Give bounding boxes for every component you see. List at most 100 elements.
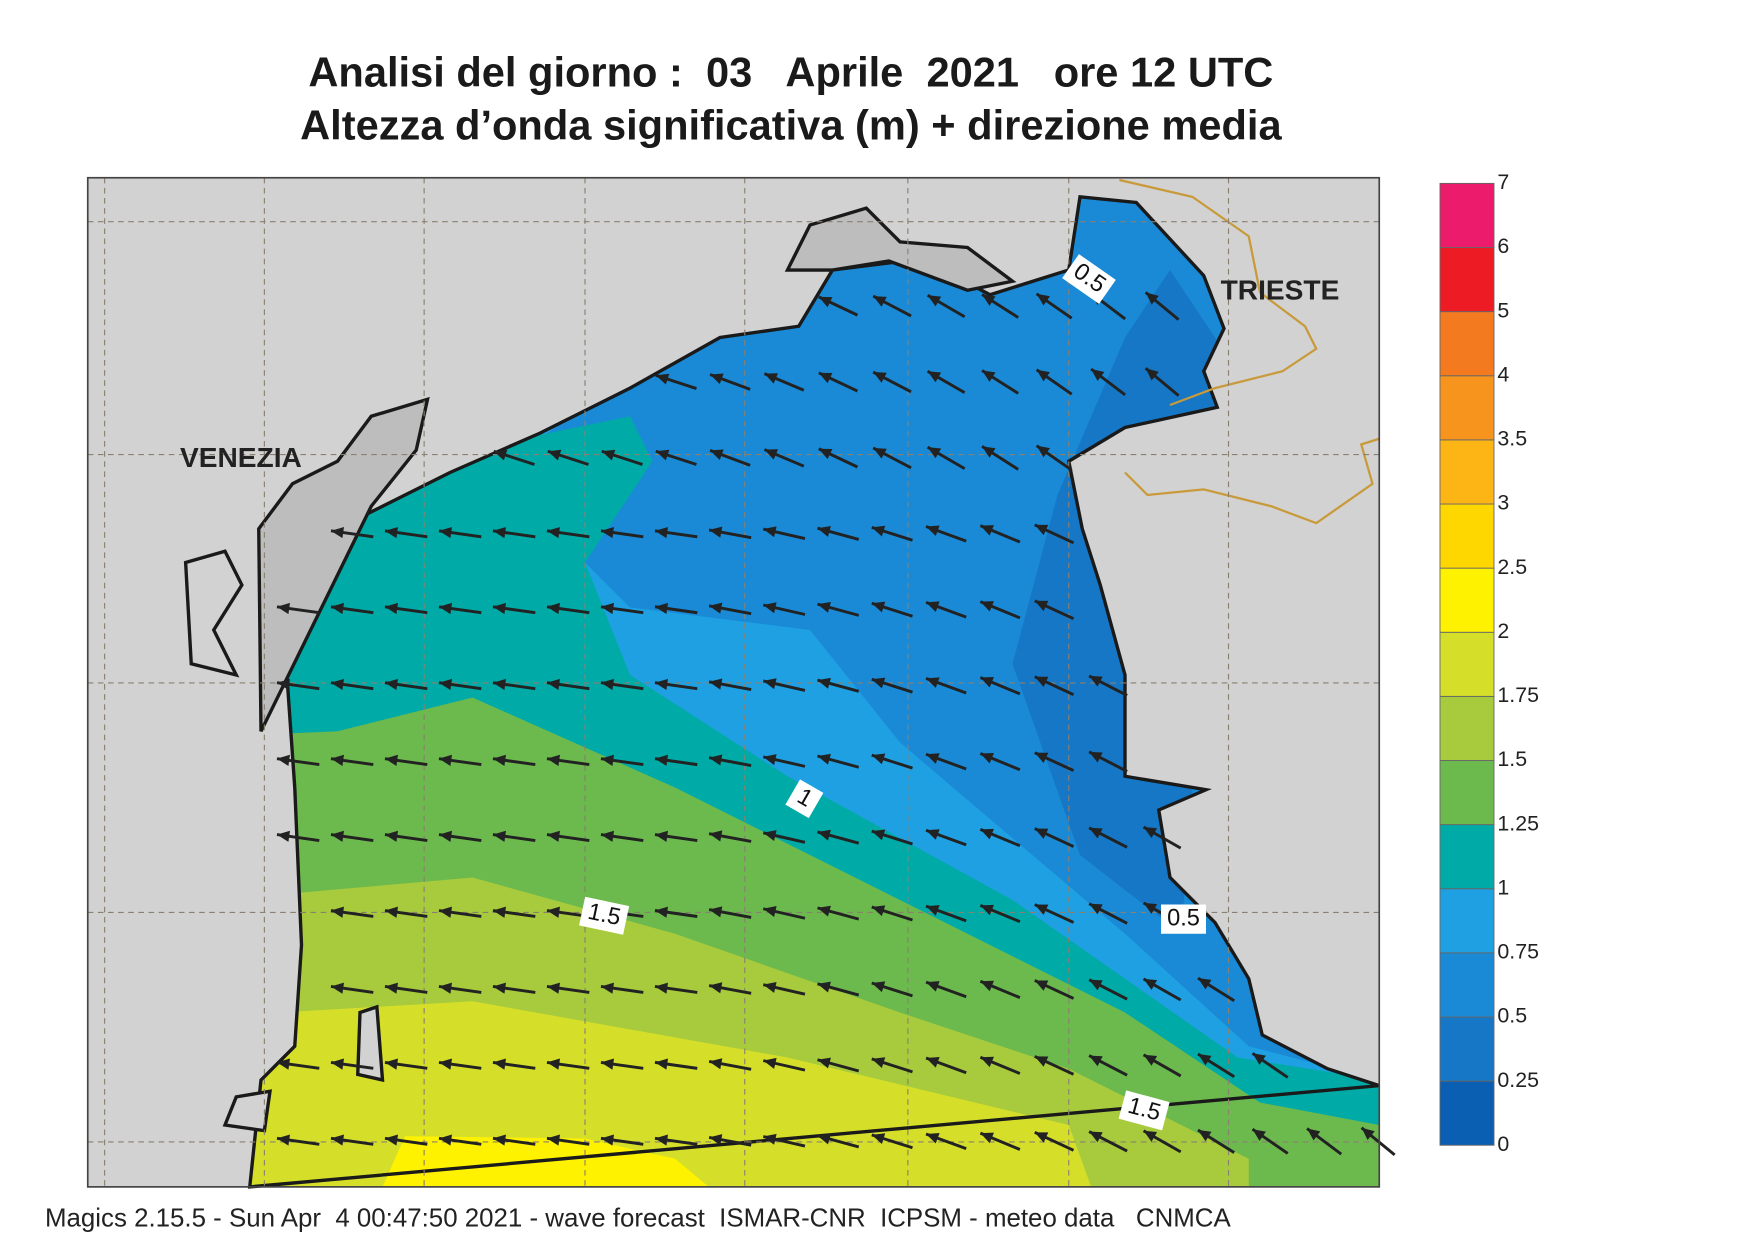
arrow-head: [330, 526, 344, 539]
arrow-head: [438, 830, 452, 842]
map-frame: [86, 176, 1381, 1188]
arrow-head: [871, 829, 886, 841]
arrow: [708, 678, 752, 692]
arrow: [546, 1134, 590, 1146]
arrow-head: [873, 447, 887, 459]
arrow: [600, 678, 644, 691]
title-line: Analisi del giorno : 03 Aprile 2021 ore …: [308, 49, 1273, 96]
arrow-head: [330, 754, 344, 766]
arrow-head: [546, 906, 560, 918]
label-box: [785, 779, 824, 819]
arrow: [1034, 827, 1075, 848]
arrow-head: [709, 830, 723, 842]
arrow-head: [764, 373, 779, 384]
colorbar-segment: [1439, 375, 1495, 441]
arrow-head: [1034, 904, 1049, 915]
arrow: [1142, 825, 1182, 850]
arrow-head: [438, 1058, 452, 1070]
arrow-head: [817, 905, 831, 917]
arrow: [708, 830, 752, 843]
arrow-head: [709, 678, 723, 690]
arrow-head: [1252, 1053, 1266, 1065]
arrow: [1197, 976, 1236, 1003]
arrow: [979, 752, 1021, 772]
arrow-head: [438, 906, 452, 918]
arrow-head: [1034, 676, 1049, 688]
arrow: [979, 524, 1021, 544]
arrow-head: [1034, 524, 1049, 536]
arrow: [276, 678, 320, 691]
arrow-head: [600, 602, 614, 615]
arrow-head: [763, 981, 777, 993]
arrow-head: [330, 982, 344, 994]
arrow: [438, 526, 482, 539]
arrow-head: [871, 1057, 886, 1069]
arrow: [600, 526, 644, 539]
arrow-head: [276, 1058, 290, 1070]
arrow-head: [492, 678, 506, 691]
arrow-head: [1143, 1054, 1158, 1066]
arrow-head: [492, 830, 506, 842]
arrow: [546, 830, 590, 842]
arrow: [1197, 1128, 1236, 1154]
arrows: [276, 291, 1396, 1156]
arrow-head: [384, 830, 398, 842]
arrow: [979, 828, 1021, 848]
arrow-head: [600, 526, 614, 539]
arrow: [871, 677, 913, 694]
arrow-head: [546, 526, 560, 539]
arrow: [654, 1134, 698, 1146]
arrow: [871, 601, 913, 618]
arrow-head: [546, 678, 560, 691]
arrow: [492, 754, 536, 767]
arrow: [276, 602, 320, 615]
arrow-head: [492, 982, 506, 994]
label-box: [1062, 254, 1116, 304]
arrow: [925, 676, 967, 695]
arrow: [708, 602, 752, 616]
arrow-head: [654, 678, 669, 690]
arrow-head: [1198, 1129, 1212, 1142]
arrow-head: [871, 905, 886, 917]
arrow-head: [980, 904, 994, 916]
arrow-head: [1036, 445, 1050, 458]
arrow: [546, 602, 590, 615]
arrow-head: [982, 294, 996, 306]
arrow-head: [276, 602, 290, 615]
arrow: [818, 371, 859, 393]
arrow-head: [763, 754, 777, 766]
arrow: [871, 525, 913, 542]
arrow: [655, 373, 697, 390]
arrow: [492, 982, 536, 994]
colorbar-segment: [1439, 567, 1495, 633]
arrow: [762, 754, 806, 768]
arrow-head: [438, 526, 452, 539]
arrow-head: [655, 449, 670, 461]
arrow-head: [1034, 600, 1049, 612]
arrow: [708, 526, 752, 540]
arrow: [546, 982, 590, 994]
arrow: [384, 678, 428, 691]
colorbar-segment: [1439, 182, 1495, 248]
arrow: [600, 1058, 644, 1070]
arrow-head: [710, 449, 724, 461]
arrow: [330, 1134, 374, 1146]
arrow-head: [438, 754, 452, 766]
arrow-head: [276, 830, 290, 842]
arrow-head: [1089, 903, 1103, 915]
arrow: [762, 678, 806, 692]
arrow-head: [763, 678, 777, 690]
arrow-head: [330, 1058, 344, 1070]
arrow: [871, 905, 913, 922]
arrow: [384, 602, 428, 615]
colorbar-segment: [1439, 824, 1495, 890]
arrow-head: [492, 1058, 506, 1070]
arrow: [654, 754, 698, 767]
colorbar-segment: [1439, 760, 1495, 826]
arrow: [871, 1057, 913, 1074]
arrow-head: [817, 526, 831, 537]
arrow: [654, 526, 698, 539]
arrow: [871, 753, 913, 770]
